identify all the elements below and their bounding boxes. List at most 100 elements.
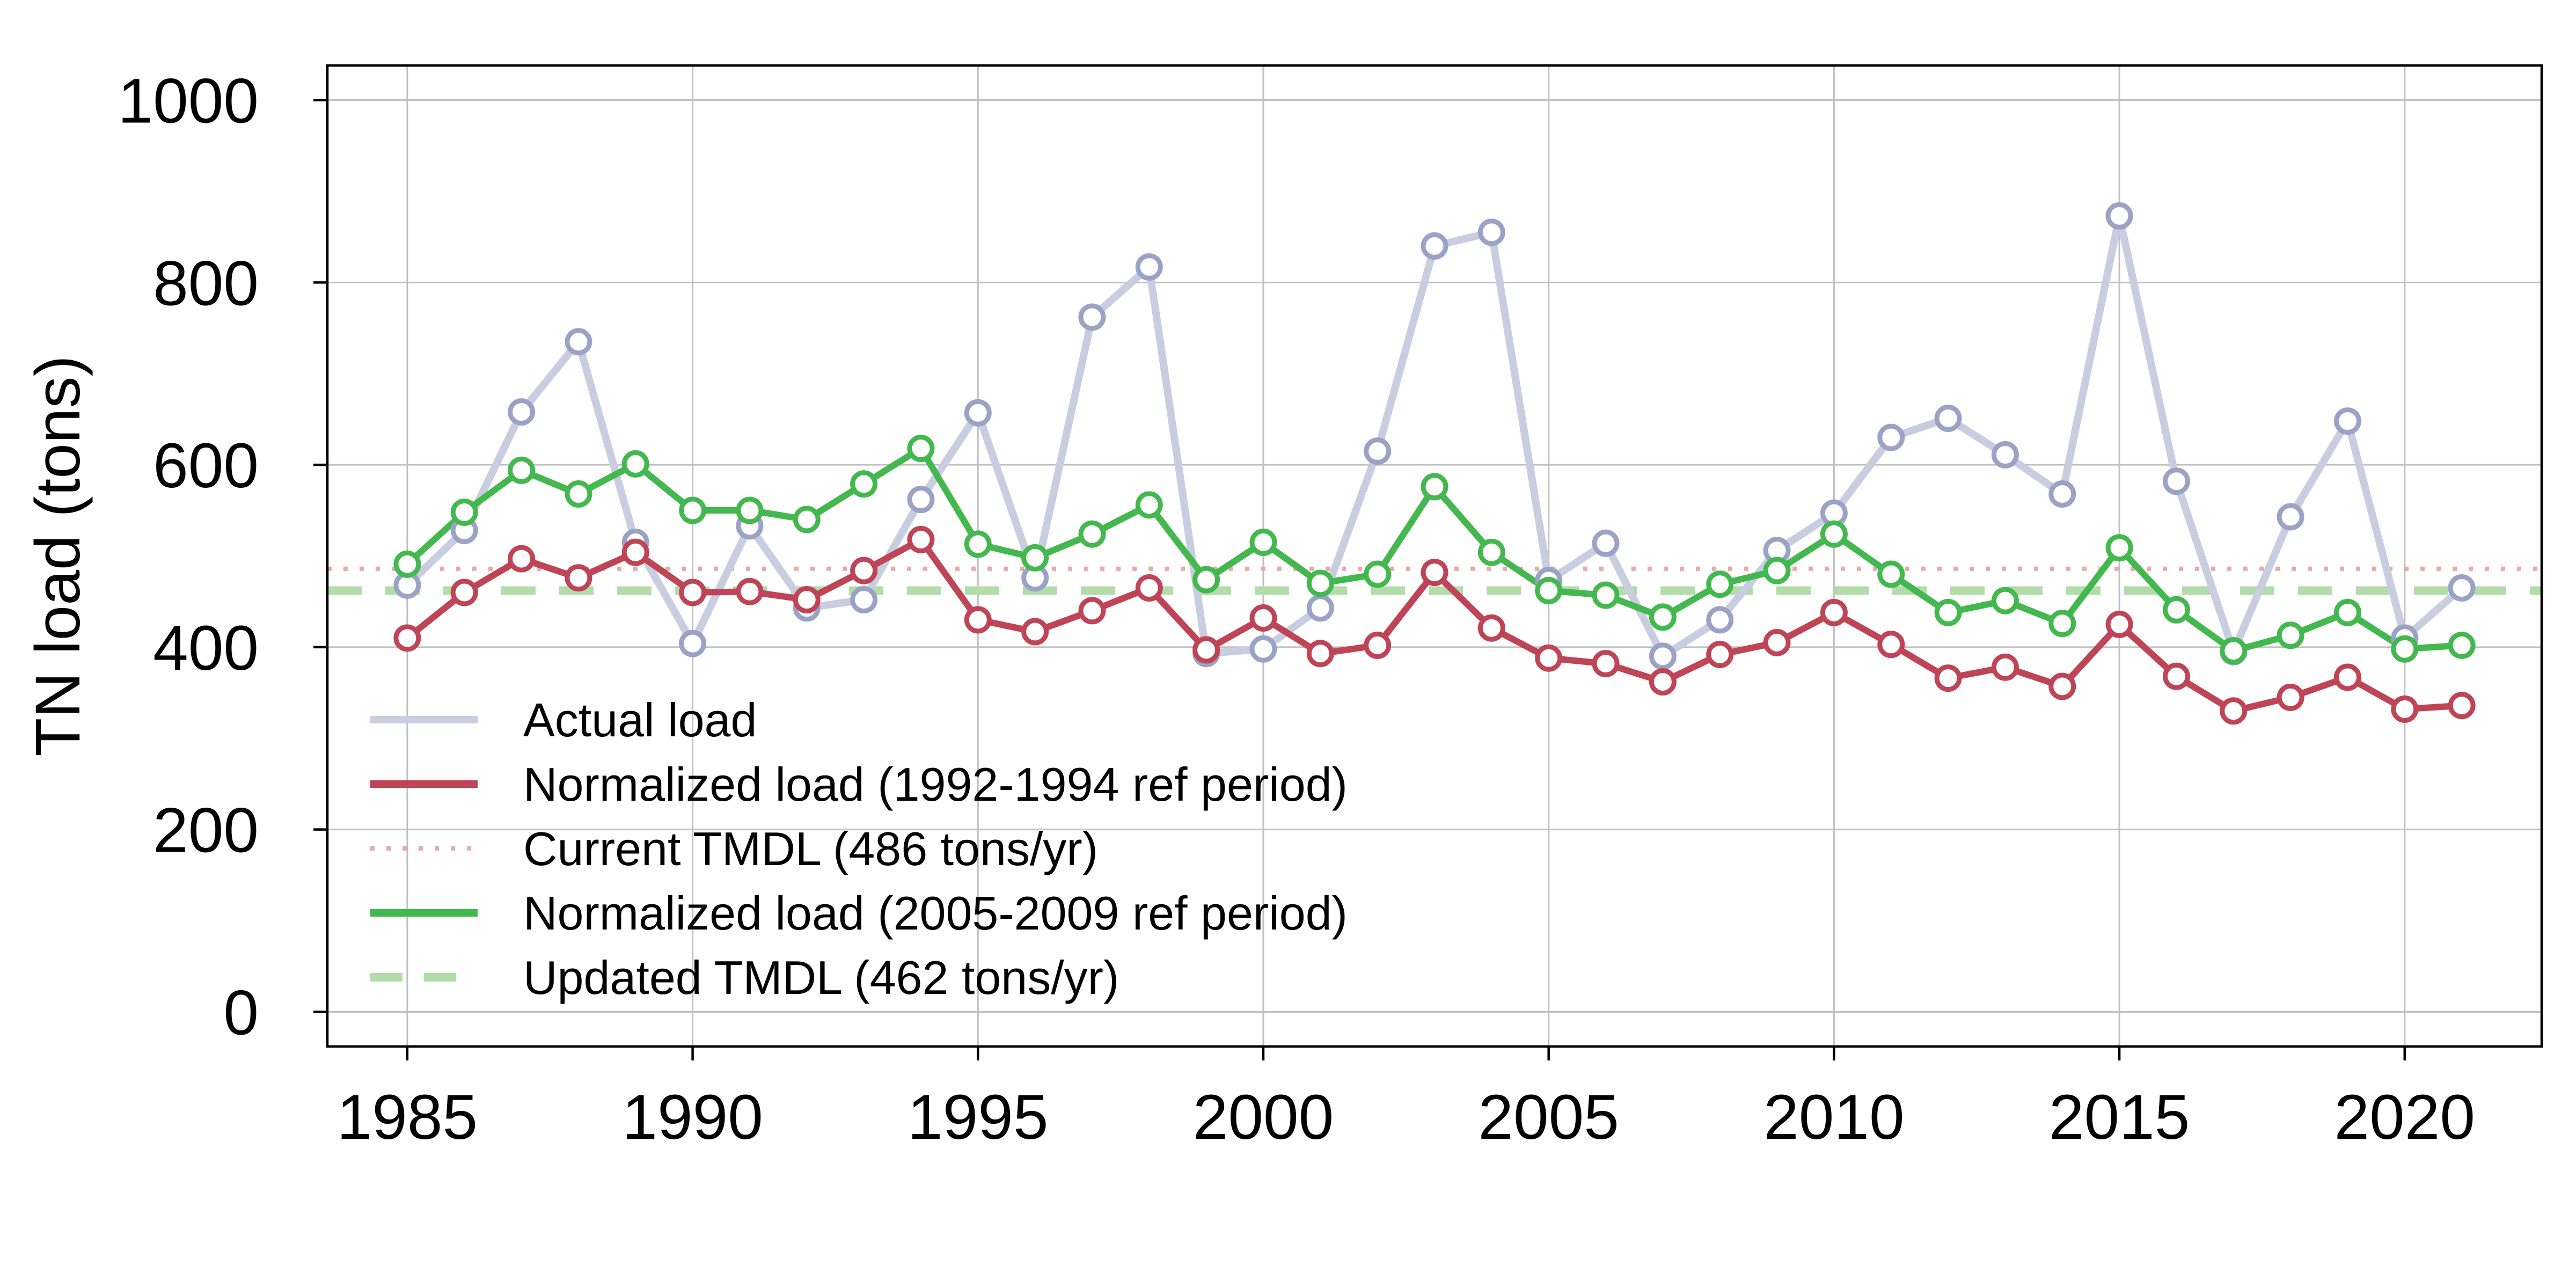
x-tick-label: 2020	[2334, 1082, 2476, 1153]
normalized-1992-1994-point	[1877, 631, 1905, 658]
normalized-2005-2009-point	[1877, 560, 1905, 588]
normalized-2005-2009-point	[393, 550, 421, 578]
normalized-1992-1994-point	[1249, 604, 1277, 632]
normalized-1992-1994-point	[2333, 663, 2361, 691]
normalized-2005-2009-point	[1192, 566, 1220, 594]
normalized-2005-2009-point	[793, 506, 821, 533]
legend-label: Current TMDL (486 tons/yr)	[523, 822, 1098, 875]
normalized-2005-2009-point	[679, 496, 707, 524]
normalized-1992-1994-point	[1078, 597, 1106, 625]
normalized-1992-1994-point	[1592, 649, 1620, 677]
normalized-2005-2009-point	[1021, 544, 1049, 572]
y-tick-label: 800	[153, 248, 259, 319]
actual-load-point	[1421, 232, 1448, 260]
legend-label: Actual load	[523, 693, 757, 747]
normalized-2005-2009-point	[1934, 598, 1962, 626]
normalized-1992-1994-point	[1306, 640, 1334, 668]
normalized-2005-2009-point	[1135, 491, 1163, 519]
normalized-2005-2009-point	[1477, 538, 1505, 566]
normalized-2005-2009-point	[2277, 621, 2304, 649]
normalized-1992-1994-point	[450, 579, 478, 606]
normalized-2005-2009-point	[1078, 520, 1106, 548]
normalized-2005-2009-point	[1820, 520, 1848, 548]
normalized-1992-1994-point	[850, 557, 878, 584]
normalized-1992-1994-point	[1934, 664, 1962, 692]
normalized-1992-1994-point	[1535, 644, 1563, 672]
normalized-1992-1994-point	[793, 586, 821, 614]
actual-load-point	[964, 399, 992, 427]
normalized-1992-1994-point	[1820, 598, 1848, 626]
normalized-1992-1994-point	[393, 624, 421, 652]
actual-load-point	[1477, 218, 1505, 246]
normalized-1992-1994-point	[1135, 574, 1163, 602]
actual-load-point	[565, 328, 592, 356]
normalized-2005-2009-point	[1249, 529, 1277, 557]
series-markers	[393, 202, 2476, 725]
legend-label: Normalized load (2005-2009 ref period)	[523, 887, 1348, 940]
x-tick-label: 1985	[337, 1082, 478, 1153]
actual-load-point	[1135, 253, 1163, 281]
actual-load-point	[850, 586, 878, 614]
normalized-2005-2009-point	[1535, 577, 1563, 605]
x-tick-label: 2015	[2049, 1082, 2190, 1153]
normalized-2005-2009-point	[2048, 610, 2076, 638]
actual-load-point	[1249, 635, 1277, 663]
normalized-1992-1994-point	[508, 545, 536, 573]
normalized-2005-2009-point	[508, 456, 536, 484]
normalized-2005-2009-point	[1763, 557, 1791, 584]
normalized-1992-1994-point	[2048, 672, 2076, 700]
normalized-1992-1994-point	[621, 538, 649, 566]
normalized-1992-1994-point	[2391, 695, 2419, 723]
normalized-1992-1994-point	[907, 525, 935, 553]
actual-load-point	[2048, 480, 2076, 508]
x-tick-label: 2000	[1193, 1082, 1334, 1153]
normalized-2005-2009-point	[2220, 637, 2248, 665]
actual-load-point	[1991, 441, 2019, 469]
normalized-1992-1994-point	[2448, 692, 2476, 720]
actual-load-point	[1592, 529, 1620, 557]
normalized-2005-2009-point	[2105, 534, 2133, 562]
normalized-2005-2009-point	[621, 450, 649, 478]
legend: Actual load Normalized load (1992-1994 re…	[370, 693, 1348, 1004]
actual-load-point	[2277, 503, 2304, 531]
normalized-2005-2009-point	[2448, 631, 2476, 659]
y-tick-label: 0	[223, 977, 259, 1048]
actual-load-point	[508, 398, 536, 426]
normalized-2005-2009-point	[964, 530, 992, 558]
normalized-2005-2009-point	[736, 496, 764, 524]
y-tick-label: 600	[153, 430, 259, 501]
legend-label: Normalized load (1992-1994 ref period)	[523, 758, 1348, 811]
normalized-2005-2009-point	[1649, 603, 1677, 631]
actual-load-point	[2162, 467, 2190, 495]
actual-load-point	[679, 630, 707, 657]
actual-load-point	[1706, 606, 1734, 634]
normalized-1992-1994-point	[565, 564, 592, 592]
actual-load-point	[1877, 423, 1905, 451]
actual-load-point	[1934, 404, 1962, 432]
normalized-1992-1994-point	[2220, 697, 2248, 725]
actual-load-point	[2105, 202, 2133, 230]
actual-load-point	[2333, 407, 2361, 435]
normalized-2005-2009-point	[1991, 587, 2019, 614]
normalized-1992-1994-point	[1991, 653, 2019, 681]
normalized-2005-2009-point	[850, 470, 878, 498]
actual-load-point	[907, 486, 935, 514]
y-tick-label: 400	[153, 613, 259, 684]
actual-load-point	[1306, 594, 1334, 622]
normalized-1992-1994-point	[2162, 662, 2190, 690]
actual-load-point	[1078, 303, 1106, 331]
normalized-2005-2009-point	[1421, 473, 1448, 501]
normalized-2005-2009-point	[565, 480, 592, 508]
x-tick-label: 2010	[1763, 1082, 1905, 1153]
normalized-2005-2009-point	[1306, 569, 1334, 597]
normalized-2005-2009-point	[1364, 560, 1392, 588]
normalized-1992-1994-point	[2105, 610, 2133, 638]
x-tick-label: 1990	[622, 1082, 763, 1153]
y-tick-label: 1000	[118, 66, 259, 137]
normalized-2005-2009-point	[2162, 596, 2190, 624]
normalized-1992-1994-point	[1477, 614, 1505, 642]
normalized-2005-2009-point	[1706, 570, 1734, 598]
normalized-2005-2009-point	[2391, 635, 2419, 663]
normalized-1992-1994-point	[1364, 631, 1392, 659]
